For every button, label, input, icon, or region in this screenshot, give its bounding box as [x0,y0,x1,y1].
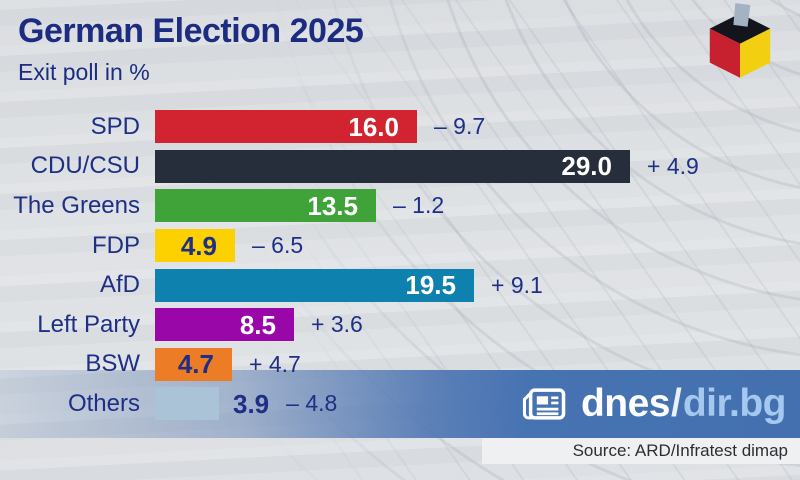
bar-value: 13.5 [307,190,358,221]
party-label: The Greens [13,191,140,219]
bar: 16.0 [155,110,417,144]
bar-value: 8.5 [239,309,276,340]
brand-domain: dir.bg [682,382,787,425]
header: German Election 2025 Exit poll in % [18,10,364,86]
bar-row: SPD 16.0 – 9.7 [0,107,800,147]
party-label: AfD [99,271,140,299]
bar-row: CDU/CSU 29.0 + 4.9 [0,147,800,187]
bar-row: The Greens 13.5 – 1.2 [0,186,800,226]
bar-value: 16.0 [348,111,399,142]
change-value: – 6.5 [252,232,304,259]
bar: 13.5 [155,189,376,223]
source-attribution: Source: ARD/Infratest dimap [482,438,800,464]
page-title: German Election 2025 [18,12,364,50]
bar-row: FDP 4.9 – 6.5 [0,226,800,266]
bar-chart: SPD 16.0 – 9.7 CDU/CSU 29.0 + 4.9 The Gr… [0,107,800,424]
bar: 4.9 [155,229,235,263]
change-value: + 4.7 [249,350,301,377]
bar: 8.5 [155,308,294,342]
bar-row: Left Party 8.5 + 3.6 [0,305,800,345]
bar: 4.7 [155,347,232,381]
change-value: – 9.7 [434,113,486,140]
change-value: + 9.1 [491,271,543,298]
bar [155,387,219,421]
party-label: Left Party [37,310,140,338]
brand-separator: / [670,382,682,425]
bar: 19.5 [155,268,474,302]
bar-value-outside: 3.9 [233,388,270,419]
party-label: Others [67,389,140,417]
party-label: SPD [90,112,140,140]
brand-name: dnes [580,382,671,425]
bar-value: 4.9 [180,230,217,261]
bar-row: AfD 19.5 + 9.1 [0,265,800,305]
party-label: BSW [85,350,140,378]
party-label: FDP [92,231,140,259]
bar-value: 29.0 [561,151,612,182]
subtitle: Exit poll in % [18,58,150,85]
bar-value: 4.7 [177,349,214,380]
bar-value: 19.5 [405,270,456,301]
ballot-box-logo [709,3,771,78]
change-value: – 4.8 [286,390,338,417]
newspaper-icon [522,387,566,420]
brand-logo: dnes / dir.bg [520,372,787,436]
party-label: CDU/CSU [30,152,140,180]
change-value: – 1.2 [393,192,445,219]
change-value: + 3.6 [311,311,363,338]
change-value: + 4.9 [647,152,699,179]
bar: 29.0 [155,149,630,183]
